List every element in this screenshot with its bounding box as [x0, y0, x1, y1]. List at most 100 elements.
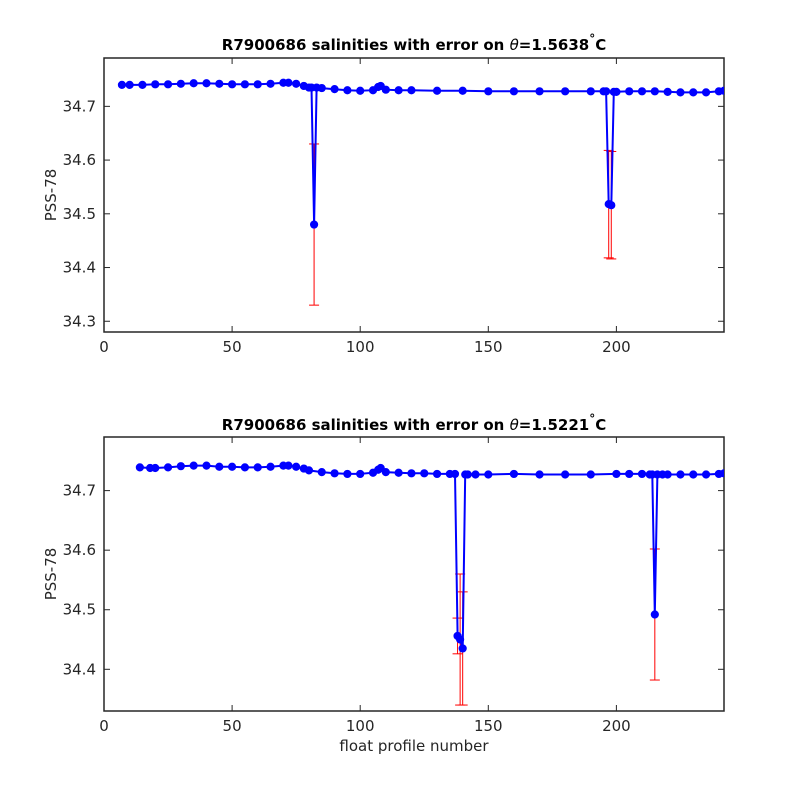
data-point: [612, 87, 621, 96]
data-point: [317, 83, 326, 93]
data-point: [330, 469, 339, 478]
data-point: [420, 469, 429, 478]
data-point: [689, 470, 698, 479]
data-point: [381, 468, 390, 477]
data-point: [484, 470, 493, 479]
series-line: [139, 464, 724, 649]
data-point: [343, 469, 352, 479]
data-point: [240, 80, 250, 89]
x-tick-label: 100: [346, 338, 375, 356]
y-tick-label: 34.5: [63, 205, 96, 223]
chart-title: R7900686 salinities with error on θ=1.56…: [222, 32, 606, 54]
data-point: [292, 462, 301, 471]
axes-frame: [103, 57, 725, 333]
plot-area: [117, 78, 724, 306]
data-point: [676, 470, 685, 479]
chart-panel-1: 0 50 100 150 200 34.3 34.4 34.5 34.6 34.7 R7900686…: [42, 32, 725, 356]
data-point: [343, 86, 352, 95]
chart-title-symbol: θ: [510, 416, 519, 434]
x-tick-label: 0: [99, 717, 109, 735]
data-point: [189, 79, 198, 88]
data-point: [676, 88, 685, 97]
data-point: [266, 79, 275, 88]
data-point: [701, 88, 711, 97]
plot-area: [135, 461, 724, 706]
data-point: [561, 470, 570, 479]
data-point: [356, 469, 365, 479]
data-point: [284, 78, 293, 87]
data-point: [701, 470, 711, 479]
data-point: [432, 469, 442, 479]
data-point: [450, 469, 460, 479]
data-point: [215, 79, 224, 88]
series-line: [121, 81, 724, 225]
axes-frame: [103, 436, 725, 712]
data-point: [663, 87, 672, 96]
data-point: [432, 86, 442, 95]
x-axis-label: float profile number: [339, 737, 489, 755]
data-point: [227, 462, 237, 471]
data-point: [202, 79, 211, 88]
data-point: [689, 88, 698, 97]
x-tick-label: 150: [474, 338, 503, 356]
data-point: [719, 469, 724, 478]
x-tick-label: 50: [223, 338, 242, 356]
data-point: [125, 80, 134, 89]
y-tick-label: 34.7: [63, 482, 96, 500]
x-tick-label: 150: [474, 717, 503, 735]
data-point: [266, 462, 275, 471]
y-axis-label: PSS-78: [42, 548, 60, 601]
chart-title-prefix: R7900686 salinities with error on: [222, 36, 510, 54]
data-point: [458, 86, 467, 95]
x-tick-label: 200: [602, 717, 631, 735]
data-point: [407, 86, 416, 95]
data-point: [138, 80, 147, 89]
chart-title-unit: C: [595, 416, 606, 434]
y-tick-label: 34.6: [63, 151, 96, 169]
x-tick-label: 200: [602, 338, 631, 356]
data-point: [284, 461, 293, 470]
y-tick-label: 34.4: [63, 259, 96, 277]
data-point: [407, 469, 416, 478]
chart-title-value: =1.5221: [519, 416, 589, 434]
chart-title-unit: C: [595, 36, 606, 54]
y-axis-label: PSS-78: [42, 169, 60, 222]
y-tick-label: 34.5: [63, 601, 96, 619]
y-tick-label: 34.3: [63, 312, 96, 330]
data-point: [176, 462, 185, 471]
chart-title-degree: °: [589, 412, 595, 426]
data-point: [612, 469, 621, 479]
data-point: [309, 220, 319, 229]
data-point: [202, 461, 211, 470]
chart-title: R7900686 salinities with error on θ=1.52…: [222, 412, 606, 434]
data-point: [135, 463, 144, 472]
data-point: [304, 466, 314, 475]
data-point: [586, 470, 595, 479]
data-point: [650, 87, 659, 96]
data-point: [215, 462, 224, 471]
chart-title-symbol: θ: [510, 36, 519, 54]
data-point: [117, 80, 127, 89]
chart-panel-2: 0 50 100 150 200 34.4 34.5 34.6 34.7 R7900686 sal…: [42, 412, 725, 755]
data-point: [637, 87, 647, 96]
y-tick-label: 34.4: [63, 660, 96, 678]
data-point: [484, 87, 493, 96]
x-tick-label: 50: [223, 717, 242, 735]
data-point: [625, 87, 634, 96]
data-point: [471, 470, 480, 479]
data-point: [330, 85, 339, 94]
x-tick-label: 100: [346, 717, 375, 735]
data-point: [463, 470, 472, 479]
chart-title-prefix: R7900686 salinities with error on: [222, 416, 510, 434]
data-point: [189, 461, 198, 470]
data-point: [719, 86, 724, 95]
chart-title-degree: °: [589, 32, 595, 46]
data-point: [163, 463, 173, 472]
data-point: [381, 85, 390, 94]
data-point: [663, 470, 672, 479]
data-point: [456, 635, 465, 644]
data-point: [625, 469, 634, 479]
data-point: [607, 201, 616, 210]
data-point: [240, 463, 250, 472]
